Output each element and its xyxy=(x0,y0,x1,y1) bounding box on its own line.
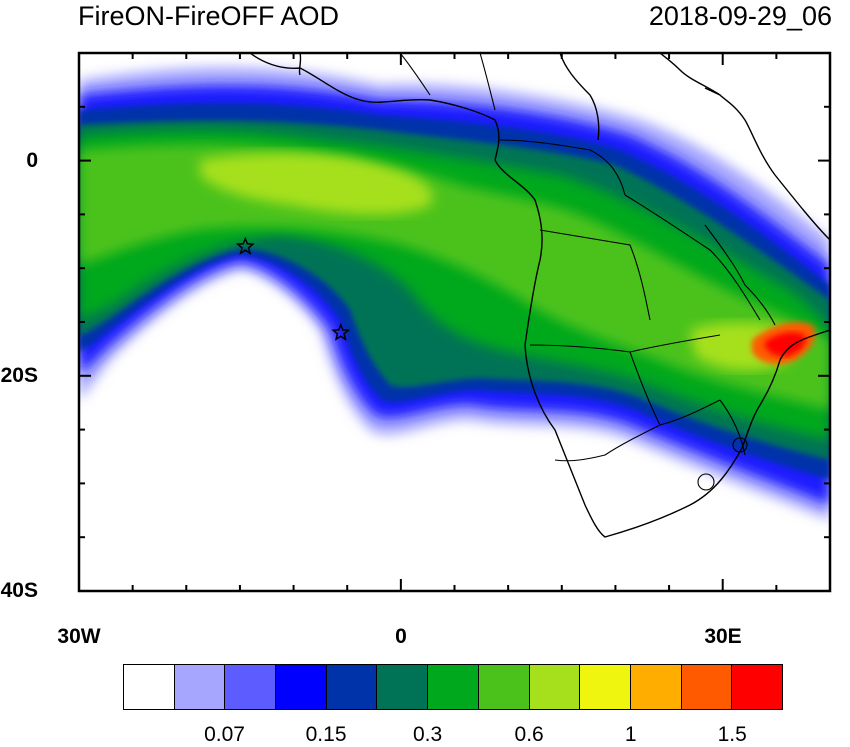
map-title-right: 2018-09-29_06 xyxy=(648,1,832,31)
aod-band-lightgreen xyxy=(79,144,830,410)
colorbar-tick-label: 0.07 xyxy=(204,723,245,746)
colorbar-tick-label: 0.3 xyxy=(413,723,443,746)
colorbar-swatch xyxy=(174,665,226,709)
colorbar-swatch xyxy=(681,665,733,709)
colorbar-swatch xyxy=(630,665,682,709)
aod-colorbar xyxy=(123,664,783,710)
lake-outline xyxy=(732,437,748,453)
x-tick-label-30e: 30E xyxy=(704,625,742,648)
axis-ticks xyxy=(78,52,831,592)
star-marker xyxy=(235,236,255,255)
country-borders xyxy=(399,53,776,462)
colorbar-swatch xyxy=(377,665,429,709)
lake-outline-south xyxy=(697,473,715,491)
x-tick-label-30w: 30W xyxy=(57,625,101,648)
aod-field xyxy=(79,53,830,591)
aod-band-yellowgreen xyxy=(200,153,433,215)
marker-layer xyxy=(235,236,351,341)
y-tick-label-40s: 40S xyxy=(0,579,38,602)
map-title-left: FireON-FireOFF AOD xyxy=(78,1,339,31)
colorbar-swatch xyxy=(580,665,631,709)
colorbar-swatch xyxy=(478,665,530,709)
colorbar-tick-label: 0.6 xyxy=(514,723,544,746)
aod-band-red xyxy=(765,332,806,357)
colorbar-swatch xyxy=(276,665,327,709)
colorbar-swatch xyxy=(428,665,479,709)
y-tick-label-0: 0 xyxy=(26,149,38,172)
colorbar-swatch xyxy=(732,665,782,709)
y-tick-label-20s: 20S xyxy=(0,364,38,387)
colorbar-tick-label: 1.5 xyxy=(717,723,747,746)
colorbar-swatch xyxy=(326,665,378,709)
colorbar-swatch xyxy=(529,665,581,709)
colorbar-swatch xyxy=(124,665,175,709)
colorbar-tick-label: 0.15 xyxy=(305,723,347,746)
colorbar-swatch xyxy=(225,665,277,709)
star-marker xyxy=(331,322,351,341)
colorbar-tick-label: 1 xyxy=(624,723,637,746)
x-tick-label-0: 0 xyxy=(395,625,407,648)
